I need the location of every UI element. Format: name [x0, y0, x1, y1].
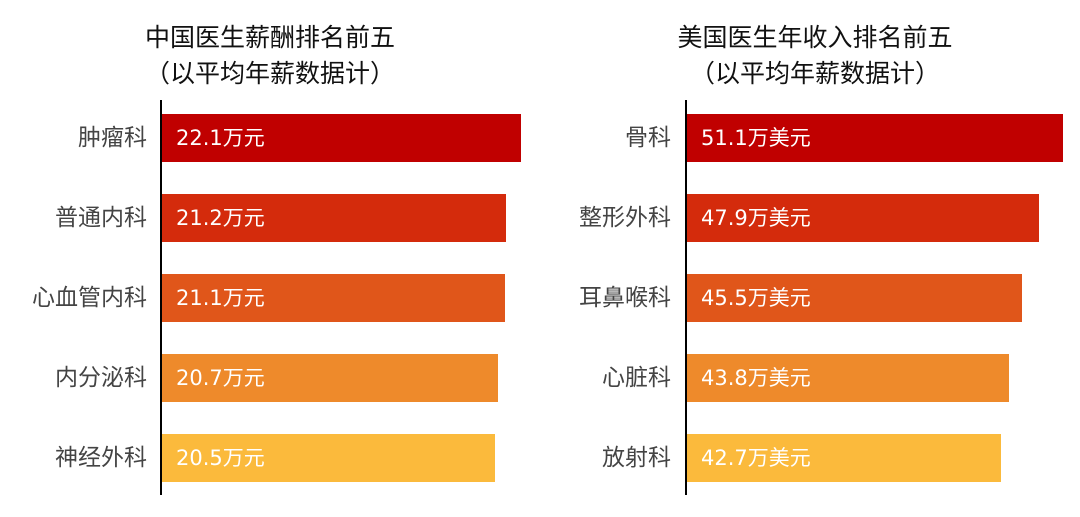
y-axis-line — [160, 100, 162, 495]
category-label: 心脏科 — [602, 365, 671, 391]
bar: 42.7万美元 — [687, 434, 1001, 482]
bar: 51.1万美元 — [687, 114, 1063, 162]
bar: 20.7万元 — [162, 354, 498, 402]
bar-value-label: 21.1万元 — [176, 286, 265, 310]
bar-value-label: 20.5万元 — [176, 446, 265, 470]
chart-subtitle: （以平均年薪数据计） — [689, 59, 941, 88]
category-label: 骨科 — [625, 125, 671, 151]
bar-value-label: 20.7万元 — [176, 366, 265, 390]
bar: 20.5万元 — [162, 434, 495, 482]
bar-value-label: 42.7万美元 — [701, 446, 811, 470]
bar: 43.8万美元 — [687, 354, 1009, 402]
us-salary-chart: 美国医生年收入排名前五 （以平均年薪数据计） 骨科 51.1万美元整形外科 47.9… — [540, 0, 1080, 517]
category-label: 心血管内科 — [32, 285, 147, 311]
category-label: 内分泌科 — [55, 365, 147, 391]
bar: 21.2万元 — [162, 194, 506, 242]
bar-value-label: 21.2万元 — [176, 206, 265, 230]
category-label: 耳鼻喉科 — [579, 285, 671, 311]
chart-title: 美国医生年收入排名前五 — [677, 23, 953, 52]
y-axis-line — [685, 100, 687, 495]
bar: 22.1万元 — [162, 114, 521, 162]
chart-title: 中国医生薪酬排名前五 — [144, 23, 396, 52]
category-label: 普通内科 — [55, 205, 147, 231]
bar-value-label: 43.8万美元 — [701, 366, 811, 390]
category-label: 神经外科 — [55, 445, 147, 471]
bar: 47.9万美元 — [687, 194, 1039, 242]
bar-value-label: 45.5万美元 — [701, 286, 811, 310]
bar-value-label: 47.9万美元 — [701, 206, 811, 230]
bar: 21.1万元 — [162, 274, 505, 322]
china-salary-chart: 中国医生薪酬排名前五 （以平均年薪数据计） 肿瘤科 22.1万元普通内科 21.2万… — [32, 23, 521, 495]
bar-value-label: 51.1万美元 — [701, 126, 811, 150]
bar: 45.5万美元 — [687, 274, 1022, 322]
bar-value-label: 22.1万元 — [176, 126, 265, 150]
category-label: 肿瘤科 — [78, 125, 147, 151]
category-label: 整形外科 — [579, 205, 671, 231]
category-label: 放射科 — [602, 445, 671, 471]
chart-subtitle: （以平均年薪数据计） — [144, 59, 396, 88]
